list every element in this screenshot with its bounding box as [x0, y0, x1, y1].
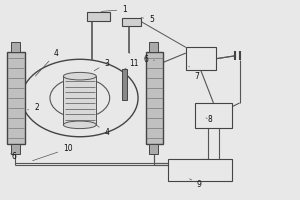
Bar — [122, 18, 141, 26]
Text: 1: 1 — [101, 5, 127, 14]
Text: 9: 9 — [190, 179, 202, 189]
Bar — [122, 69, 127, 100]
Bar — [186, 47, 216, 70]
Bar — [11, 42, 20, 52]
Bar — [7, 52, 25, 144]
Bar — [87, 12, 110, 21]
Text: 7: 7 — [189, 66, 199, 81]
Text: 3: 3 — [94, 59, 109, 71]
Ellipse shape — [63, 72, 96, 80]
Text: 6: 6 — [143, 55, 154, 64]
Text: 8: 8 — [206, 115, 212, 124]
Text: 2: 2 — [28, 103, 39, 112]
Text: 10: 10 — [33, 144, 73, 161]
Ellipse shape — [63, 121, 96, 129]
Bar — [146, 52, 164, 144]
Text: 4: 4 — [35, 49, 58, 76]
Text: 11: 11 — [124, 59, 138, 69]
Text: 4: 4 — [97, 125, 109, 137]
Bar — [149, 42, 158, 52]
Text: 5: 5 — [141, 15, 154, 24]
Bar — [149, 144, 158, 154]
Bar — [63, 76, 96, 125]
Bar — [11, 144, 20, 154]
Text: 6: 6 — [11, 152, 16, 161]
Bar — [195, 103, 232, 128]
Bar — [168, 159, 232, 181]
